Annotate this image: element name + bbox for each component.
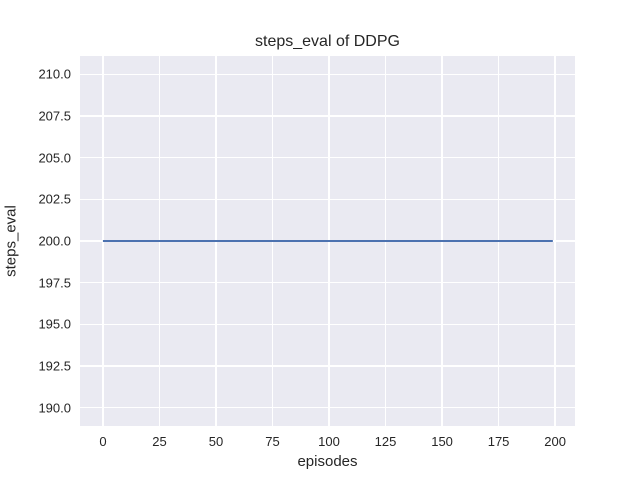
x-tick-label: 100	[318, 434, 340, 449]
x-tick-label: 0	[99, 434, 107, 449]
y-tick-label: 202.5	[38, 191, 71, 207]
gridline-horizontal	[80, 198, 575, 201]
y-tick-label: 195.0	[38, 316, 71, 332]
x-tick-label: 150	[431, 434, 453, 449]
x-tick-label: 125	[374, 434, 397, 449]
x-tick-label: 50	[208, 434, 224, 449]
y-tick-label: 210.0	[38, 66, 71, 82]
y-tick-label: 192.5	[38, 358, 71, 374]
y-tick-label: 205.0	[38, 150, 71, 166]
gridline-horizontal	[80, 281, 575, 284]
gridline-horizontal	[80, 323, 575, 326]
x-tick-label: 25	[152, 434, 167, 449]
gridline-horizontal	[80, 365, 575, 367]
series-layer	[102, 240, 553, 242]
gridline-horizontal	[80, 73, 575, 76]
y-tick-label: 190.0	[38, 400, 71, 416]
gridline-horizontal	[80, 406, 575, 409]
x-axis-label: episodes	[297, 453, 358, 470]
gridline-horizontal	[80, 115, 575, 117]
chart-title: steps_eval of DDPG	[255, 33, 400, 50]
x-tick-label: 75	[265, 434, 280, 449]
plot-area	[80, 56, 575, 426]
y-tick-label: 207.5	[38, 108, 71, 124]
x-tick-label: 175	[487, 434, 510, 449]
x-tick-label: 200	[544, 434, 566, 449]
y-tick-label: 197.5	[38, 275, 71, 291]
gridline-horizontal	[80, 156, 575, 159]
y-tick-label: 200.0	[38, 233, 71, 249]
